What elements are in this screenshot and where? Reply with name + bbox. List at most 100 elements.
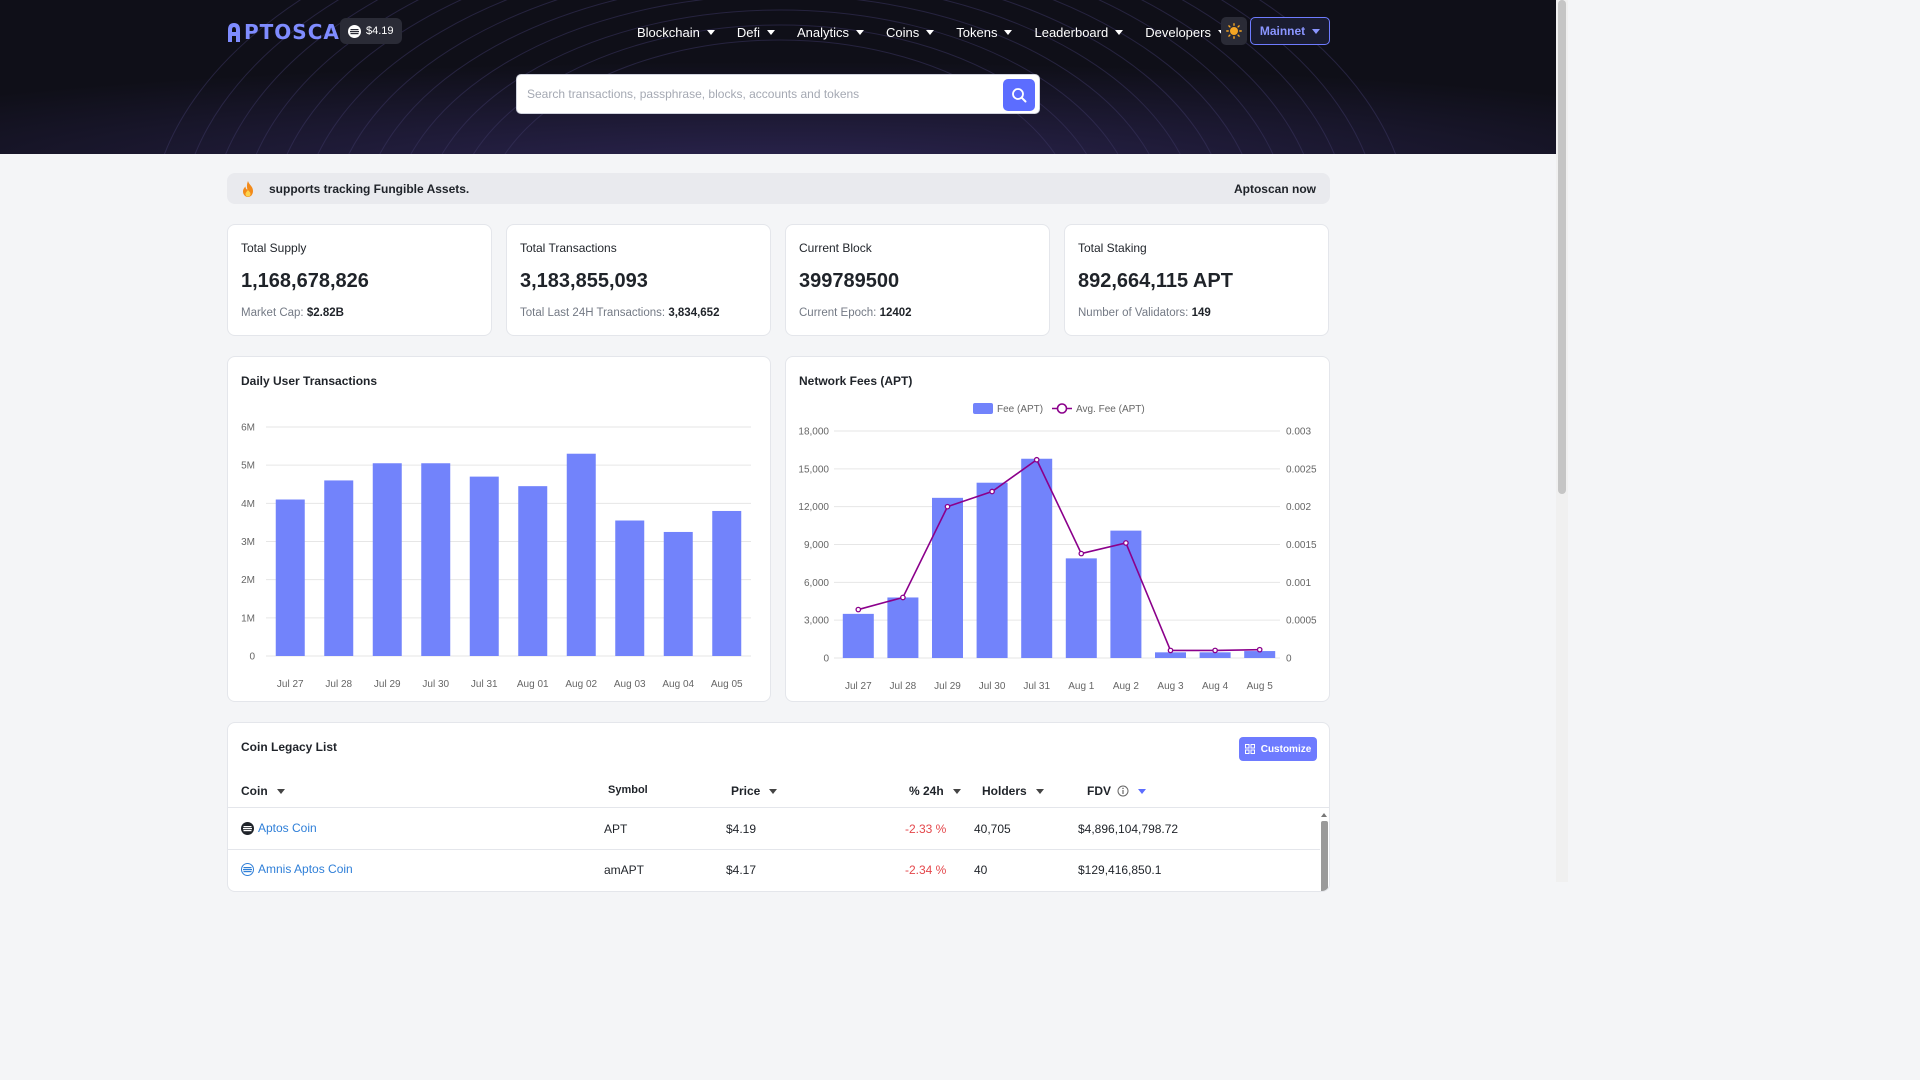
nav-tokens[interactable]: Tokens — [956, 22, 1013, 42]
info-icon[interactable] — [1117, 785, 1129, 797]
theme-toggle-button[interactable] — [1221, 17, 1247, 45]
network-select[interactable]: Mainnet — [1250, 17, 1330, 45]
header-label: Price — [731, 784, 761, 798]
bar — [615, 520, 645, 656]
caret-down-icon — [706, 29, 715, 35]
nav-label: Coins — [886, 24, 920, 40]
x-tick-label: Jul 30 — [422, 679, 449, 690]
amnis-coin-icon — [241, 862, 254, 876]
grid-icon — [1244, 744, 1255, 754]
y-tick-label: 2M — [241, 575, 255, 586]
col-header-symbol: Symbol — [608, 784, 648, 796]
main-nav: Blockchain Defi Analytics Coins Tokens L… — [637, 22, 1226, 42]
search-bar — [516, 74, 1040, 114]
col-header-fdv[interactable]: FDV — [1087, 784, 1146, 798]
top-header: PTOSCAN $4.19 Blockchain Defi Analytics … — [0, 0, 1556, 154]
y-tick-label: 1M — [241, 613, 255, 624]
coin-link[interactable]: Amnis Aptos Coin — [241, 862, 353, 876]
legend-label-fee: Fee (APT) — [997, 404, 1043, 415]
customize-button[interactable]: Customize — [1239, 737, 1317, 761]
avg-fee-point — [1256, 646, 1263, 653]
page-scrollbar[interactable] — [1556, 0, 1568, 882]
caret-down-icon — [767, 29, 775, 35]
aptoscan-logo[interactable]: PTOSCAN — [226, 20, 358, 44]
x-tick-label: Aug 1 — [1068, 681, 1095, 692]
stat-label: Total Staking — [1078, 241, 1147, 255]
x-tick-label: Jul 31 — [471, 679, 498, 690]
fee-bar — [1244, 651, 1276, 658]
x-tick-label: Jul 29 — [374, 679, 401, 690]
caret-down-icon — [952, 788, 961, 794]
stat-sub-label: Current Epoch: — [799, 307, 877, 319]
col-header-coin[interactable]: Coin — [241, 784, 285, 798]
fee-bar — [1155, 652, 1186, 658]
x-tick-label: Aug 3 — [1157, 681, 1184, 692]
stat-value: 3,183,855,093 — [520, 270, 648, 292]
coin-fdv: $4,896,104,798.72 — [1078, 822, 1179, 836]
fee-bar — [842, 613, 874, 658]
banner-link[interactable]: Aptoscan now — [1233, 181, 1316, 196]
table-title: Coin Legacy List — [241, 740, 338, 754]
x-tick-label: Aug 5 — [1247, 681, 1274, 692]
avg-fee-point — [989, 488, 995, 495]
daily-transactions-chart: 0 1M 2M 3M 4M 5M 6M Jul 27 Jul 28 Jul 29 Jul 30 Jul… — [241, 423, 751, 690]
coin-name-cell[interactable]: Amnis Aptos Coin — [241, 862, 353, 876]
fee-bar — [976, 482, 1008, 658]
y-tick-label: 4M — [241, 499, 255, 510]
col-header-price[interactable]: Price — [731, 784, 778, 798]
coin-change: -2.33 % — [905, 822, 947, 836]
x-tick-label: Aug 05 — [711, 679, 743, 690]
fee-bar — [1199, 652, 1231, 658]
scroll-up-icon[interactable] — [1319, 811, 1329, 819]
stat-sub-label: Total Last 24H Transactions: — [520, 307, 666, 319]
stat-card-total-supply: Total Supply 1,168,678,826 Market Cap: $… — [227, 224, 492, 336]
coin-link[interactable]: Aptos Coin — [241, 821, 317, 835]
table-scrollbar[interactable] — [1319, 811, 1329, 891]
coin-holders: 40,705 — [974, 822, 1011, 836]
y-tick-label: 3M — [241, 537, 255, 548]
coin-holders: 40 — [974, 863, 988, 877]
search-input[interactable] — [527, 83, 997, 105]
nav-blockchain[interactable]: Blockchain — [637, 22, 715, 42]
nav-analytics[interactable]: Analytics — [797, 22, 865, 42]
customize-label: Customize — [1260, 743, 1312, 755]
y-tick-label: 6M — [241, 423, 255, 434]
y-tick-label-right: 0.003 — [1286, 427, 1311, 438]
bar — [372, 463, 402, 656]
header-divider — [228, 807, 1329, 808]
stat-sub: Market Cap: $2.82B — [241, 307, 344, 319]
aptos-coin-icon — [241, 821, 254, 835]
nav-defi[interactable]: Defi — [737, 22, 775, 42]
x-tick-label: Aug 4 — [1202, 681, 1229, 692]
stat-value: 399789500 — [799, 270, 900, 292]
caret-down-icon — [1138, 788, 1146, 794]
coin-name-cell[interactable]: Aptos Coin — [241, 821, 317, 835]
col-header-change-24h[interactable]: % 24h — [909, 784, 961, 798]
page-scrollbar-thumb[interactable] — [1558, 0, 1566, 494]
fee-bar — [1110, 530, 1142, 658]
bar — [469, 476, 499, 656]
table-scrollbar-thumb[interactable] — [1321, 821, 1328, 891]
network-label: Mainnet — [1259, 24, 1306, 38]
x-tick-label: Jul 29 — [934, 681, 961, 692]
aptos-coin-icon — [348, 24, 361, 38]
y-tick-label-left: 18,000 — [798, 427, 829, 438]
avg-fee-point — [1212, 647, 1218, 654]
coin-name: Aptos Coin — [258, 821, 317, 835]
fee-bar — [932, 497, 963, 658]
fee-bar — [1065, 558, 1097, 658]
nav-label: Blockchain — [637, 24, 700, 40]
avg-fee-point — [944, 503, 951, 510]
nav-label: Tokens — [956, 24, 998, 40]
caret-down-icon — [1312, 28, 1321, 34]
search-button[interactable] — [1003, 79, 1035, 111]
header-label: Symbol — [608, 784, 648, 796]
stat-sub: Number of Validators: 149 — [1078, 307, 1211, 319]
col-header-holders[interactable]: Holders — [982, 784, 1044, 798]
row-divider — [228, 849, 1320, 850]
x-tick-label: Aug 04 — [662, 679, 694, 690]
nav-coins[interactable]: Coins — [886, 22, 935, 42]
nav-developers[interactable]: Developers — [1145, 22, 1226, 42]
stat-sub-label: Market Cap: — [241, 307, 304, 319]
nav-leaderboard[interactable]: Leaderboard — [1034, 22, 1124, 42]
